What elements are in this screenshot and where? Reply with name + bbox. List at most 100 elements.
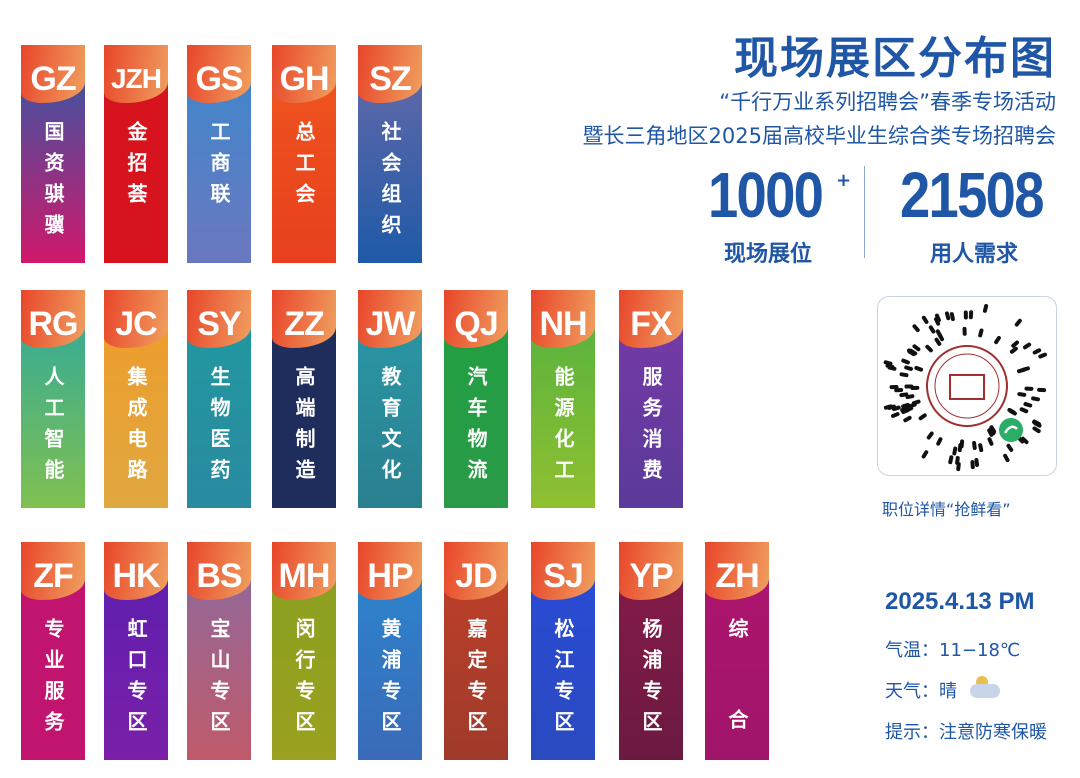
card-ribbon: [619, 542, 683, 600]
zone-code: HK: [112, 557, 160, 595]
demand-count: 21508: [900, 159, 1044, 231]
event-datetime: 2025.4.13 PM: [885, 588, 1035, 615]
zone-card-gs: GS 工商联: [187, 45, 251, 263]
zone-name: 杨浦专区: [639, 618, 663, 742]
zone-code: ZZ: [284, 305, 325, 343]
booth-count: 1000: [708, 159, 824, 231]
zone-code: SY: [197, 305, 241, 343]
card-ribbon: [272, 45, 336, 103]
card-ribbon: [187, 290, 251, 348]
zone-card-zf: ZF 专业服务: [21, 542, 85, 760]
zone-name: 松江专区: [551, 618, 575, 742]
zone-card-sy: SY 生物医药: [187, 290, 251, 508]
zone-card-sj: SJ 松江专区: [531, 542, 595, 760]
zone-card-rg: RG 人工智能: [21, 290, 85, 508]
zone-name: 国资骐骥: [41, 121, 65, 245]
demand-label: 用人需求: [930, 242, 1019, 267]
zone-name: 黄浦专区: [378, 618, 402, 742]
zone-name: 生物医药: [207, 366, 231, 490]
zone-name: 人工智能: [41, 366, 65, 490]
subtitle-fair: 暨长三角地区2025届高校毕业生综合类专场招聘会: [582, 124, 1056, 148]
zone-code: ZH: [715, 557, 759, 595]
zone-code: FX: [630, 305, 672, 343]
stats-divider: [864, 166, 865, 258]
zone-card-sz: SZ 社会组织: [358, 45, 422, 263]
zone-name: 嘉定专区: [464, 618, 488, 742]
zone-code: SJ: [543, 557, 584, 595]
zone-card-gh: GH 总工会: [272, 45, 336, 263]
card-ribbon: [21, 542, 85, 600]
zone-name: 集成电路: [124, 366, 148, 490]
page-title: 现场展区分布图: [734, 33, 1056, 84]
zone-name: 社会组织: [378, 121, 402, 245]
qr-caption: 职位详情“抢鲜看”: [882, 500, 1011, 519]
zone-name: 总工会: [292, 121, 316, 214]
card-ribbon: [104, 45, 168, 103]
zone-card-hp: HP 黄浦专区: [358, 542, 422, 760]
card-ribbon: [187, 45, 251, 103]
card-ribbon: [272, 542, 336, 600]
zone-name: 宝山专区: [207, 618, 231, 742]
zone-name: 教育文化: [378, 366, 402, 490]
card-ribbon: [619, 290, 683, 348]
card-ribbon: [21, 290, 85, 348]
zone-name: 专业服务: [41, 618, 65, 742]
zone-code: QJ: [454, 305, 498, 343]
zone-code: GS: [195, 60, 243, 98]
card-ribbon: [531, 290, 595, 348]
zone-code: JZH: [111, 63, 162, 94]
zone-code: JW: [365, 305, 416, 343]
wechat-mini-program-qr-icon: [883, 303, 1047, 472]
zone-card-zz: ZZ 高端制造: [272, 290, 336, 508]
zone-code: SZ: [369, 60, 411, 98]
zone-card-qj: QJ 汽车物流: [444, 290, 508, 508]
zone-card-jw: JW 教育文化: [358, 290, 422, 508]
zone-name: 综合: [725, 618, 749, 760]
zone-name: 服务消费: [639, 366, 663, 490]
zone-code: BS: [196, 557, 242, 595]
zone-name: 闵行专区: [292, 618, 316, 742]
zone-card-zh: ZH 综合: [705, 542, 769, 760]
card-ribbon: [21, 45, 85, 103]
zone-card-fx: FX 服务消费: [619, 290, 683, 508]
card-ribbon: [104, 542, 168, 600]
qr-code[interactable]: [877, 296, 1057, 476]
zone-card-bs: BS 宝山专区: [187, 542, 251, 760]
zone-card-gz: GZ 国资骐骥: [21, 45, 85, 263]
card-ribbon: [358, 542, 422, 600]
zone-code: JD: [455, 557, 497, 595]
card-ribbon: [187, 542, 251, 600]
zone-code: GZ: [30, 60, 76, 98]
zone-card-mh: MH 闵行专区: [272, 542, 336, 760]
zone-code: MH: [278, 557, 331, 595]
booth-count-suffix: +: [836, 170, 852, 191]
zone-name: 能源化工: [551, 366, 575, 490]
zone-name: 虹口专区: [124, 618, 148, 742]
zone-code: HP: [367, 557, 413, 595]
subtitle-event: “千行万业系列招聘会”春季专场活动: [719, 90, 1056, 114]
zone-name: 高端制造: [292, 366, 316, 490]
zone-card-jd: JD 嘉定专区: [444, 542, 508, 760]
zone-name: 工商联: [207, 121, 231, 214]
card-ribbon: [104, 290, 168, 348]
zone-card-yp: YP 杨浦专区: [619, 542, 683, 760]
zone-name: 汽车物流: [464, 366, 488, 490]
card-ribbon: [358, 290, 422, 348]
zone-card-jc: JC 集成电路: [104, 290, 168, 508]
booth-label: 现场展位: [724, 242, 813, 267]
zone-code: NH: [539, 305, 587, 343]
card-ribbon: [444, 542, 508, 600]
zone-card-jzh: JZH 金招荟: [104, 45, 168, 263]
card-ribbon: [444, 290, 508, 348]
card-ribbon: [531, 542, 595, 600]
zone-code: RG: [28, 305, 79, 343]
temperature: 气温：11−18℃: [885, 640, 1021, 661]
card-ribbon: [272, 290, 336, 348]
tip: 提示：注意防寒保暖: [885, 722, 1047, 743]
weather: 天气：晴: [885, 681, 957, 702]
zone-card-hk: HK 虹口专区: [104, 542, 168, 760]
card-ribbon: [358, 45, 422, 103]
zone-code: JC: [115, 305, 157, 343]
zone-code: ZF: [33, 557, 74, 595]
zone-card-nh: NH 能源化工: [531, 290, 595, 508]
